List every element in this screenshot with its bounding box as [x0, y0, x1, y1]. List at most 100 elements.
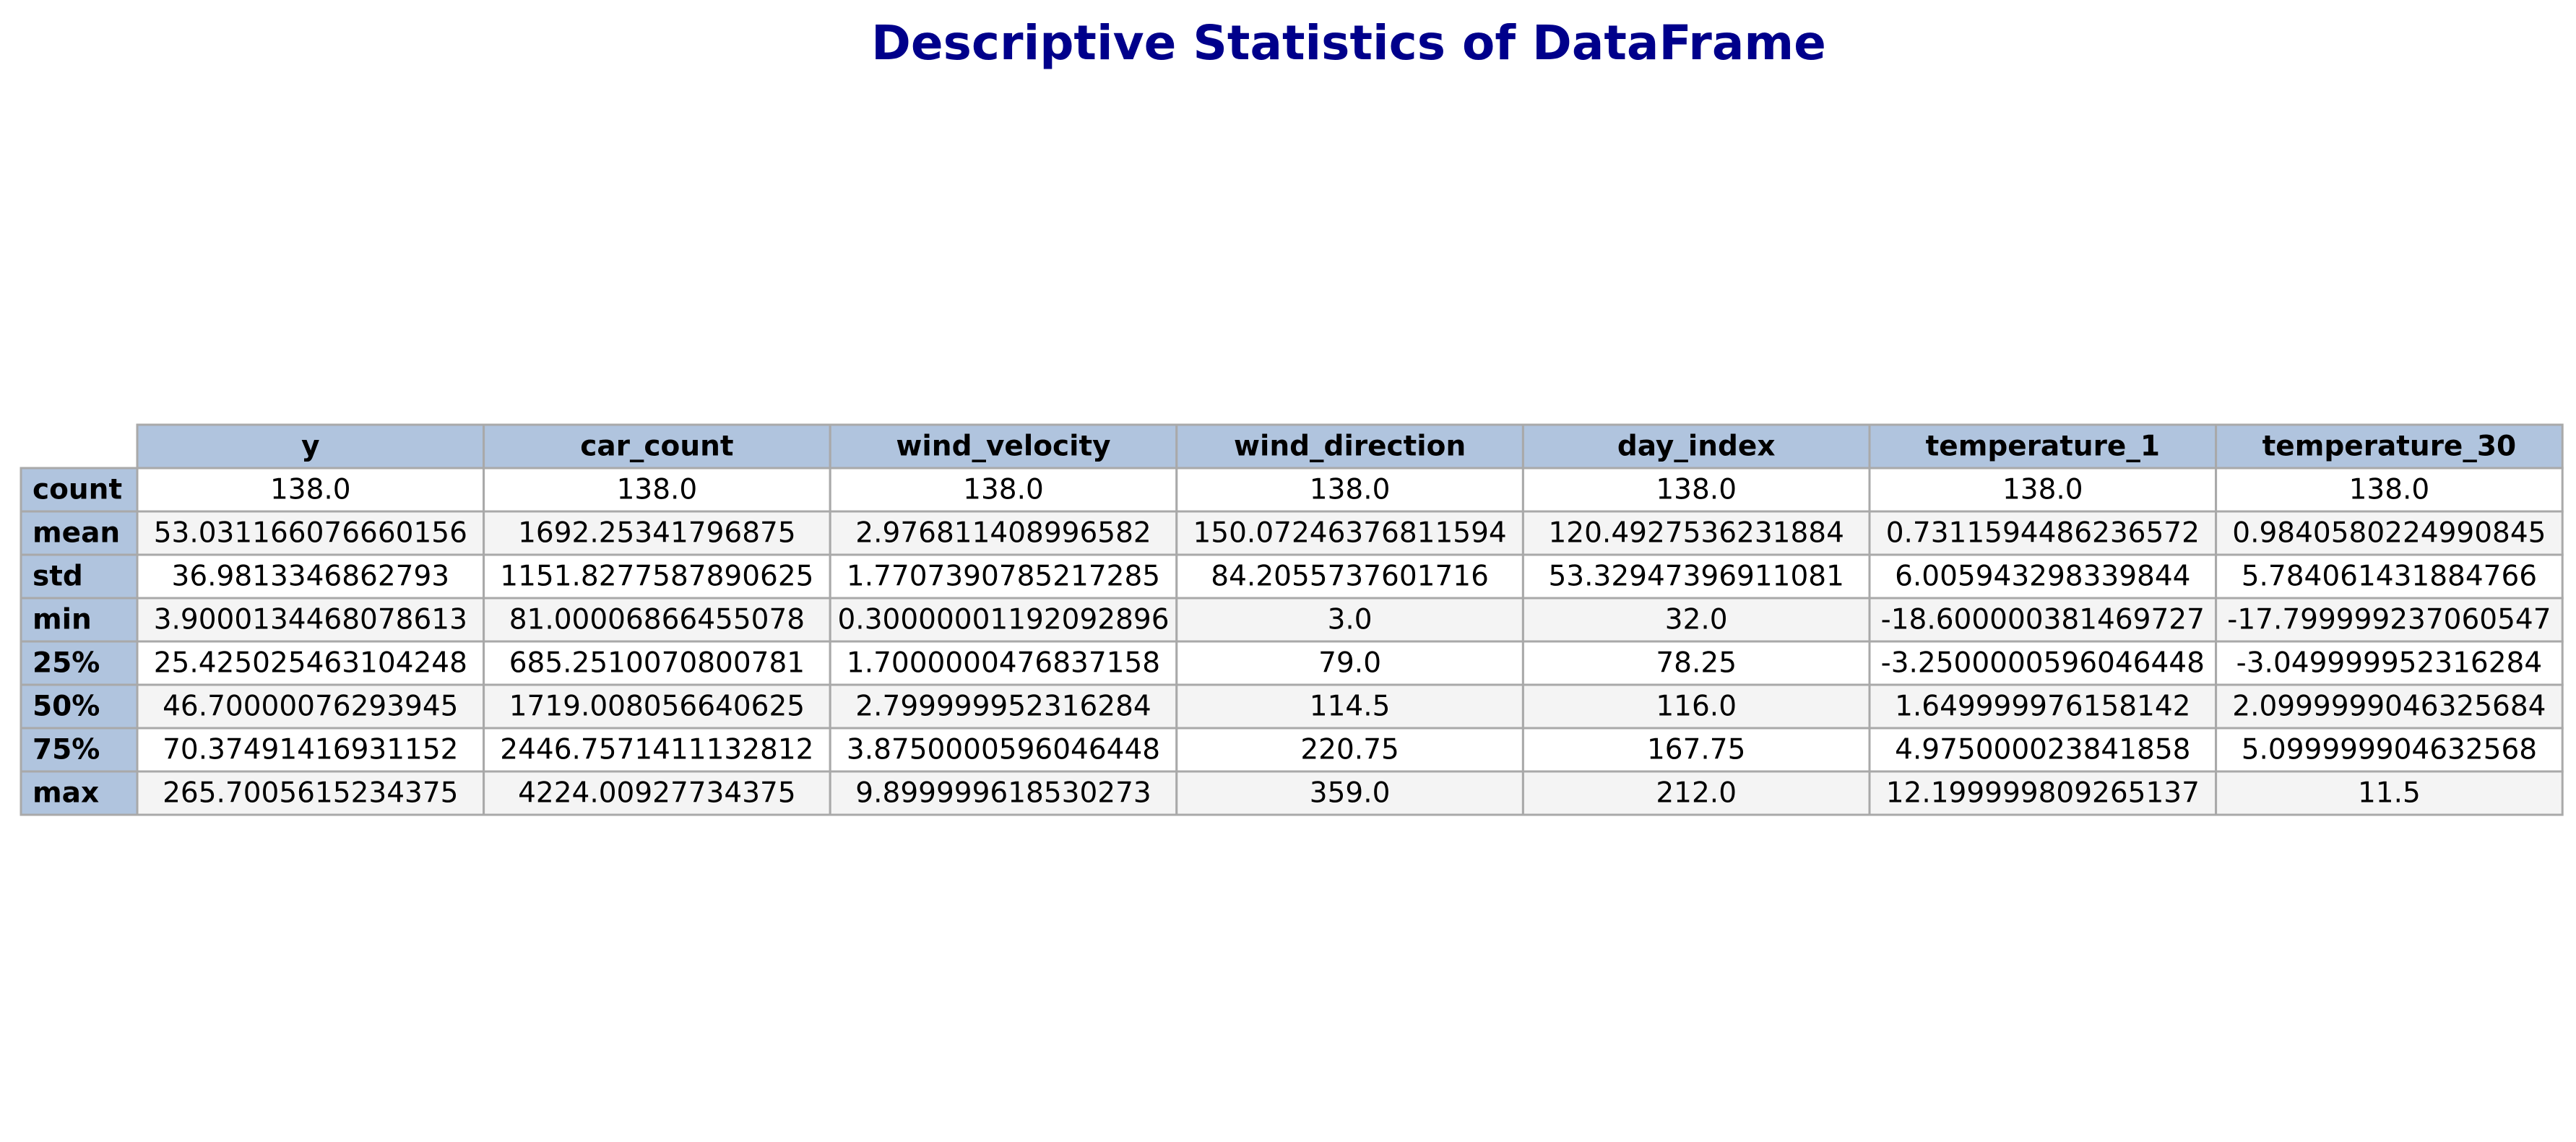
row-label: count — [33, 474, 122, 506]
table-cell-value: 81.00006866455078 — [509, 604, 805, 636]
table-cell — [483, 770, 831, 816]
row-label-cell — [20, 683, 139, 730]
table-cell — [2215, 597, 2564, 643]
table-cell-value: 1.649999976158142 — [1895, 691, 2190, 723]
table-cell — [2215, 770, 2564, 816]
table-cell-value: 1692.25341796875 — [518, 517, 796, 550]
table-cell — [1521, 553, 1871, 600]
table-cell-value: 84.2055737601716 — [1211, 561, 1489, 593]
row-label: std — [33, 561, 83, 593]
table-cell-value: 2.799999952316284 — [855, 691, 1151, 723]
table-cell-value: -3.2500000596046448 — [1881, 647, 2205, 680]
column-header-label: temperature_30 — [2262, 431, 2517, 463]
table-cell — [829, 510, 1178, 556]
table-cell — [1175, 553, 1524, 600]
column-header-label: wind_direction — [1234, 431, 1466, 463]
table-cell-value: 150.07246376811594 — [1193, 517, 1506, 550]
table-cell-value: 36.9813346862793 — [172, 561, 450, 593]
table-cell — [483, 510, 831, 556]
table-cell-value: 138.0 — [963, 474, 1044, 506]
chart-title: Descriptive Statistics of DataFrame — [871, 15, 1826, 71]
row-label: min — [33, 604, 92, 636]
table-cell-value: 25.425025463104248 — [154, 647, 467, 680]
table-cell — [2215, 553, 2564, 600]
table-cell-value: 138.0 — [2002, 474, 2083, 506]
table-cell — [1175, 510, 1524, 556]
table-cell-value: 9.899999618530273 — [855, 777, 1151, 810]
row-label: max — [33, 777, 99, 810]
column-header-cell — [136, 423, 485, 470]
table-cell-value: 1719.008056640625 — [509, 691, 805, 723]
table-cell-value: 12.199999809265137 — [1886, 777, 2200, 810]
row-label-cell — [20, 467, 139, 513]
table-cell-value: 220.75 — [1300, 734, 1399, 766]
table-cell-value: -17.799999237060547 — [2227, 604, 2551, 636]
column-header-label: car_count — [580, 431, 733, 463]
table-cell-value: 138.0 — [1656, 474, 1737, 506]
table-cell — [1521, 727, 1871, 773]
table-cell-value: 120.4927536231884 — [1548, 517, 1844, 550]
table-cell-value: 114.5 — [1310, 691, 1391, 723]
row-label: 25% — [33, 647, 100, 680]
table-cell-value: 685.2510070800781 — [509, 647, 805, 680]
table-cell — [483, 683, 831, 730]
table-cell — [1175, 467, 1524, 513]
table-cell-value: 138.0 — [617, 474, 698, 506]
row-label: 50% — [33, 691, 100, 723]
table-cell-value: 138.0 — [1310, 474, 1391, 506]
table-cell-value: 3.9000134468078613 — [154, 604, 467, 636]
table-cell — [1521, 640, 1871, 686]
stats-table: y car_count wind_velocity wind_direction day… — [20, 423, 2564, 816]
table-cell — [1868, 770, 2218, 816]
table-cell-value: 46.70000076293945 — [163, 691, 458, 723]
column-header-label: y — [301, 431, 319, 463]
table-cell — [136, 683, 485, 730]
table-cell-value: 53.32947396911081 — [1548, 561, 1844, 593]
row-label-cell — [20, 510, 139, 556]
table-cell — [829, 727, 1178, 773]
table-cell-value: 3.0 — [1328, 604, 1373, 636]
table-cell-value: 0.30000001192092896 — [837, 604, 1169, 636]
table-cell — [483, 467, 831, 513]
table-cell-value: 79.0 — [1318, 647, 1381, 680]
column-header-cell — [483, 423, 831, 470]
table-cell — [829, 770, 1178, 816]
table-cell-value: 359.0 — [1310, 777, 1391, 810]
table-cell-value: 1.7000000476837158 — [847, 647, 1160, 680]
table-cell-value: -3.049999952316284 — [2236, 647, 2542, 680]
table-cell-value: 3.8750000596046448 — [847, 734, 1160, 766]
table-cell-value: 167.75 — [1647, 734, 1745, 766]
table-cell — [2215, 640, 2564, 686]
table-cell-value: 0.9840580224990845 — [2232, 517, 2546, 550]
table-cell — [1521, 770, 1871, 816]
table-cell-value: 5.784061431884766 — [2242, 561, 2537, 593]
table-cell-value: 138.0 — [270, 474, 351, 506]
table-cell-value: 212.0 — [1656, 777, 1737, 810]
table-cell-value: 53.031166076660156 — [154, 517, 467, 550]
table-cell — [829, 683, 1178, 730]
table-cell — [1521, 683, 1871, 730]
table-cell-value: 138.0 — [2349, 474, 2430, 506]
row-label-cell — [20, 770, 139, 816]
table-cell-value: 4.975000023841858 — [1895, 734, 2190, 766]
table-cell-value: 32.0 — [1665, 604, 1728, 636]
table-cell — [1868, 640, 2218, 686]
table-cell — [136, 510, 485, 556]
row-label-cell — [20, 727, 139, 773]
column-header-label: temperature_1 — [1926, 431, 2160, 463]
table-cell — [1868, 510, 2218, 556]
table-cell-value: 5.099999904632568 — [2242, 734, 2537, 766]
table-cell-value: 11.5 — [2358, 777, 2421, 810]
column-header-label: day_index — [1617, 431, 1776, 463]
table-cell-value: 78.25 — [1656, 647, 1737, 680]
table-cell-value: 70.37491416931152 — [163, 734, 458, 766]
table-cell — [1868, 467, 2218, 513]
table-cell-value: 4224.00927734375 — [518, 777, 796, 810]
table-cell — [2215, 510, 2564, 556]
row-label: 75% — [33, 734, 100, 766]
table-cell-value: 2.976811408996582 — [855, 517, 1151, 550]
table-cell-value: 1151.8277587890625 — [500, 561, 813, 593]
table-cell-value: -18.600000381469727 — [1881, 604, 2205, 636]
table-cell-value: 1.7707390785217285 — [847, 561, 1160, 593]
